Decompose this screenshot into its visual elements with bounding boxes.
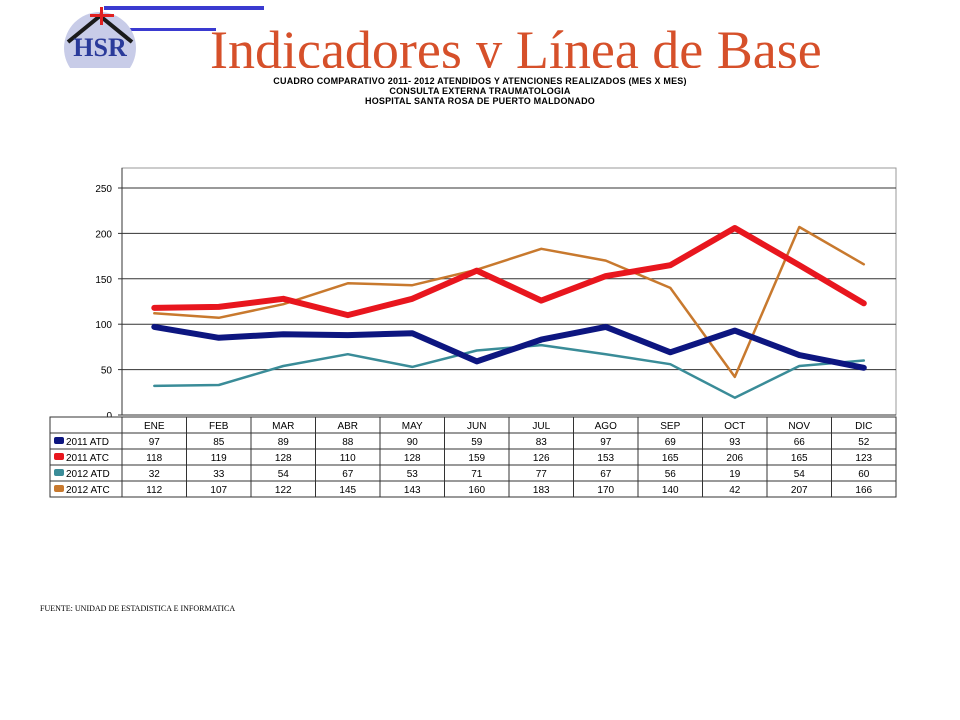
data-label: 54 [278, 469, 290, 480]
data-label: 97 [149, 437, 161, 448]
data-label: 89 [278, 437, 290, 448]
data-label: 123 [855, 453, 872, 464]
data-label: 110 [340, 453, 356, 464]
data-label: 118 [146, 453, 162, 464]
data-label: 85 [213, 437, 225, 448]
logo-mid-bar [122, 28, 216, 31]
y-tick-label: 50 [101, 366, 113, 377]
data-label: 59 [471, 437, 483, 448]
data-label: 90 [407, 437, 419, 448]
data-label: 42 [729, 485, 741, 496]
logo-text: HSR [73, 33, 127, 62]
data-label: 165 [791, 453, 808, 464]
data-label: 67 [342, 469, 354, 480]
y-axis: 050100150200250 [95, 168, 123, 422]
data-label: 67 [600, 469, 612, 480]
hospital-logo: HSR [64, 6, 264, 68]
y-tick-label: 150 [95, 275, 112, 286]
data-label: 112 [146, 485, 162, 496]
data-label: 66 [794, 437, 806, 448]
data-label: 19 [729, 469, 741, 480]
legend-swatch [54, 437, 64, 444]
data-table: ENE FEB MAR ABR MAY JUN JUL AGO SEP OCT NOV DIC 2011… [49, 416, 897, 498]
data-label: 122 [275, 485, 292, 496]
plot-area [121, 167, 897, 416]
grid-layer [121, 167, 897, 416]
x-tick-label: FEB [209, 421, 229, 432]
data-label: 88 [342, 437, 354, 448]
series-line-2011-atd [151, 323, 867, 371]
legend-entry: 2012 ATD [66, 469, 110, 480]
x-tick-label: JUN [467, 421, 486, 432]
x-tick-label: AGO [595, 421, 617, 432]
source-note: FUENTE: UNIDAD DE ESTADISTICA E INFORMAT… [40, 604, 236, 613]
x-tick-label: DIC [855, 421, 872, 432]
chart-title: CUADRO COMPARATIVO 2011- 2012 ATENDIDOS … [273, 76, 687, 86]
data-label: 77 [536, 469, 548, 480]
data-label: 170 [597, 485, 614, 496]
legend-entry: 2011 ATD [66, 437, 109, 448]
data-label: 206 [726, 453, 743, 464]
legend-entry: 2011 ATC [66, 453, 109, 464]
data-label: 126 [533, 453, 550, 464]
data-label: 153 [597, 453, 614, 464]
x-tick-label: NOV [788, 421, 810, 432]
data-label: 128 [404, 453, 421, 464]
x-tick-label: SEP [660, 421, 680, 432]
data-label: 143 [404, 485, 421, 496]
series-lines [151, 225, 867, 399]
data-label: 53 [407, 469, 419, 480]
logo-circle [64, 12, 136, 68]
data-label: 69 [665, 437, 677, 448]
series-line-2012-atc [153, 225, 866, 379]
data-label: 52 [858, 437, 870, 448]
legend-swatch [54, 453, 64, 460]
data-label: 128 [275, 453, 292, 464]
data-label: 119 [211, 453, 227, 464]
chart-subtitle-2: HOSPITAL SANTA ROSA DE PUERTO MALDONADO [365, 96, 595, 106]
x-tick-label: ABR [337, 421, 358, 432]
x-tick-label: MAR [272, 421, 294, 432]
y-tick-label: 200 [95, 229, 112, 240]
logo-top-bar [104, 6, 264, 10]
legend-swatch [54, 469, 64, 476]
legend-swatch [54, 485, 64, 492]
data-label: 160 [468, 485, 485, 496]
logo-cross-h [90, 14, 114, 17]
data-label: 97 [600, 437, 612, 448]
x-tick-label: MAY [402, 421, 423, 432]
data-label: 32 [149, 469, 161, 480]
y-tick-label: 250 [95, 184, 112, 195]
data-label: 54 [794, 469, 806, 480]
x-tick-label: JUL [532, 421, 550, 432]
y-tick-label: 100 [95, 320, 112, 331]
data-label: 140 [662, 485, 679, 496]
data-label: 93 [729, 437, 741, 448]
data-label: 56 [665, 469, 677, 480]
data-label: 107 [210, 485, 227, 496]
data-label: 33 [213, 469, 225, 480]
chart-subtitle: CONSULTA EXTERNA TRAUMATOLOGIA [389, 86, 571, 96]
slide-title: Indicadores y Línea de Base [210, 20, 822, 68]
x-tick-label: OCT [724, 421, 745, 432]
legend-entry: 2012 ATC [66, 485, 110, 496]
data-label: 71 [471, 469, 483, 480]
data-label: 207 [791, 485, 808, 496]
x-tick-label: ENE [144, 421, 165, 432]
data-label: 166 [855, 485, 872, 496]
data-label: 159 [468, 453, 485, 464]
data-label: 83 [536, 437, 548, 448]
data-label: 60 [858, 469, 870, 480]
data-label: 183 [533, 485, 550, 496]
data-label: 165 [662, 453, 679, 464]
series-line-2011-atc [151, 225, 867, 319]
data-label: 145 [339, 485, 356, 496]
